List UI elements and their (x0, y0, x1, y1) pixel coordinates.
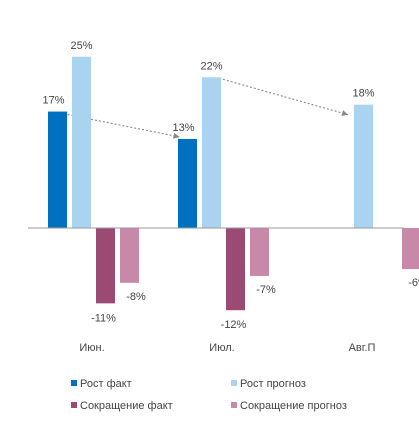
x-tick-label-1: Июл. (209, 342, 234, 354)
data-label-рост-прогноз-2: 18% (352, 88, 374, 100)
arrow-rost-fakt (67, 114, 180, 139)
bar-рост-прогноз-2 (354, 104, 373, 228)
bar-сокращение-прогноз-1 (250, 228, 269, 276)
data-label-сокращение-факт-1: -12% (221, 319, 247, 331)
data-label-рост-прогноз-1: 22% (200, 60, 222, 72)
x-tick-label-0: Июн. (79, 342, 104, 354)
data-label-сокращение-прогноз-2: -6% (408, 277, 419, 289)
legend-swatch-сокращение-факт (71, 402, 77, 408)
legend-label-рост-факт: Рост факт (80, 378, 132, 390)
annotation-arrows (67, 78, 349, 139)
legend-label-рост-прогноз: Рост прогноз (240, 378, 306, 390)
bar-сокращение-прогноз-2 (402, 228, 419, 270)
bar-рост-факт-1 (178, 138, 197, 228)
data-label-сокращение-факт-0: -11% (91, 312, 116, 324)
legend-swatch-сокращение-прогноз (231, 402, 237, 408)
bar-сокращение-прогноз-0 (120, 228, 139, 283)
bar-рост-прогноз-0 (72, 56, 91, 228)
legend-label-сокращение-факт: Сокращение факт (80, 400, 173, 412)
legend-swatch-рост-факт (71, 380, 77, 386)
data-label-сокращение-прогноз-0: -8% (126, 291, 146, 303)
bar-сокращение-факт-1 (226, 228, 245, 311)
bar-рост-прогноз-1 (202, 77, 221, 228)
data-label-рост-прогноз-0: 25% (70, 40, 92, 52)
data-label-рост-факт-0: 17% (42, 95, 64, 107)
bar-рост-факт-0 (48, 111, 67, 228)
x-tick-label-2: Авг.П (349, 342, 376, 354)
bar-сокращение-факт-0 (96, 228, 115, 304)
legend-label-сокращение-прогноз: Сокращение прогноз (240, 400, 347, 412)
legend-swatch-рост-прогноз (231, 380, 237, 386)
x-tick-labels: Июн. Июл. Авг.П (79, 342, 375, 354)
legend: Рост факт Рост прогноз Сокращение факт Сокр… (71, 378, 347, 412)
data-label-рост-факт-1: 13% (172, 122, 194, 134)
arrow-rost-prognoz (222, 78, 349, 116)
data-labels: 17% 13% 25% 22% 18% -11% -12% -8% -7% -6% (42, 40, 419, 331)
data-label-сокращение-прогноз-1: -7% (256, 284, 276, 296)
bars (48, 56, 419, 311)
